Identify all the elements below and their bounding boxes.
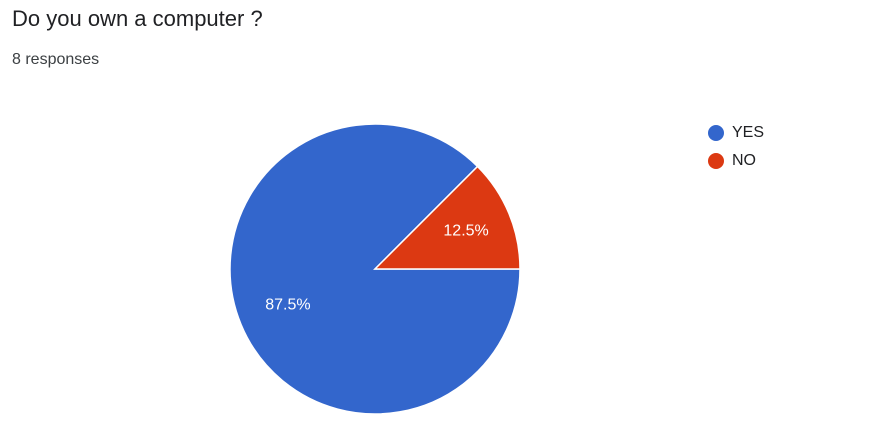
legend-label-yes: YES bbox=[732, 124, 765, 141]
legend-swatch-no bbox=[708, 153, 724, 169]
legend-item-yes[interactable]: YES bbox=[708, 122, 764, 144]
pie-label-yes: 87.5% bbox=[265, 296, 310, 313]
legend-swatch-yes bbox=[708, 125, 724, 141]
response-count: 8 responses bbox=[12, 51, 100, 68]
pie-labels: 87.5% 12.5% bbox=[265, 223, 489, 314]
legend-label-no: NO bbox=[732, 152, 756, 169]
pie-slice-no[interactable] bbox=[373, 165, 521, 270]
legend: YES NO bbox=[708, 122, 764, 178]
pie-slices bbox=[229, 123, 521, 415]
chart-title: Do you own a computer ? bbox=[12, 6, 263, 31]
legend-item-no[interactable]: NO bbox=[708, 150, 764, 172]
pie-label-no: 12.5% bbox=[443, 223, 488, 240]
